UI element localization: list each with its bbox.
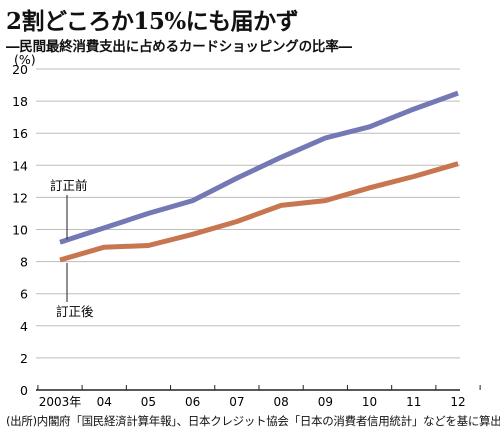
series-label-after: 訂正後 — [56, 304, 94, 319]
y-tick-label: 20 — [12, 62, 28, 77]
y-tick-label: 12 — [12, 190, 28, 205]
series-line-2 — [59, 161, 459, 263]
y-tick-label: 2 — [20, 351, 28, 366]
series-label-before: 訂正前 — [50, 178, 88, 193]
y-tick-label: 4 — [20, 319, 28, 334]
x-tick-label: 04 — [97, 395, 112, 409]
chart-title: 2割どころか15%にも届かず — [6, 8, 299, 35]
x-tick-label: 09 — [318, 395, 333, 409]
y-tick-label: 0 — [20, 383, 28, 398]
x-tick-label: 10 — [362, 395, 377, 409]
y-tick-label: 16 — [12, 126, 28, 141]
x-tick-label: 07 — [229, 395, 244, 409]
y-tick-label: 8 — [20, 255, 28, 270]
chart-subtitle: ―民間最終消費支出に占めるカードショッピングの比率― — [6, 39, 352, 55]
x-tick-label: 06 — [185, 395, 200, 409]
source-note: (出所)内閣府「国民経済計算年報」、日本クレジット協会「日本の消費者信用統計」な… — [6, 414, 500, 428]
x-tick-label: 12 — [450, 395, 465, 409]
y-tick-label: 14 — [12, 158, 28, 173]
x-tick-label: 2003年 — [39, 395, 82, 409]
x-tick-label: 08 — [273, 395, 288, 409]
x-tick-label: 05 — [141, 395, 156, 409]
y-unit-label: (%) — [14, 52, 36, 67]
y-tick-label: 18 — [12, 94, 28, 109]
y-tick-label: 6 — [20, 287, 28, 302]
series-line-1 — [59, 90, 459, 245]
y-tick-label: 10 — [12, 223, 28, 238]
x-tick-label: 11 — [406, 395, 421, 409]
